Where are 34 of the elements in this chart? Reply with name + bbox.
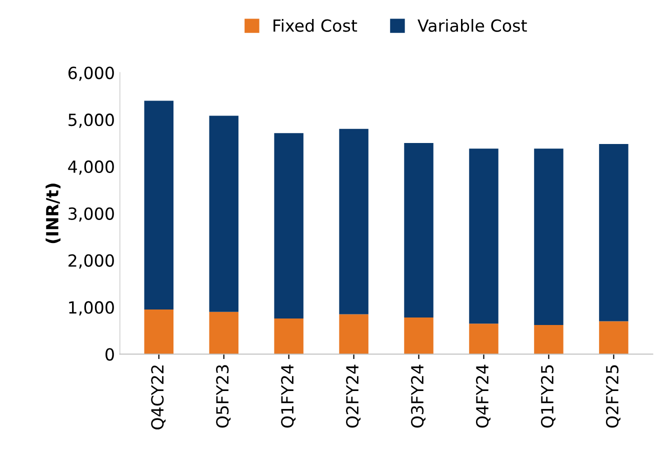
- y-tick-label: 1,000: [69, 301, 114, 316]
- bar: [339, 314, 368, 354]
- bar: [534, 325, 564, 354]
- y-tick-label: 6,000: [68, 66, 114, 81]
- legend-label: Fixed Cost: [274, 18, 358, 32]
- y-tick-label: 3,000: [68, 207, 114, 222]
- x-tick-label: Q2FY24: [346, 364, 361, 428]
- bar: [274, 133, 304, 318]
- bar: [144, 310, 174, 354]
- y-tick-label: 4,000: [68, 160, 114, 175]
- x-tick-label: Q1FY25: [540, 365, 556, 428]
- x-tick-label: Q3FY24: [410, 364, 426, 428]
- bar: [339, 128, 368, 314]
- x-tick-label: Q4CY22: [151, 366, 166, 430]
- bar: [274, 318, 304, 354]
- bar: [599, 321, 628, 354]
- x-tick-label: Q5FY23: [216, 365, 231, 428]
- y-tick-label: 0: [106, 348, 114, 361]
- bar: [209, 312, 238, 354]
- bar: [469, 324, 498, 354]
- x-tick-label: Q4FY24: [476, 364, 490, 428]
- y-tick-label: 2,000: [68, 254, 114, 269]
- y-axis-title: (INR/t): [46, 184, 60, 244]
- y-tick-label: 5,000: [68, 114, 114, 128]
- bar: [469, 148, 498, 324]
- bar: [404, 143, 434, 318]
- x-tick-label: Q1FY24: [281, 364, 296, 428]
- bar: [534, 148, 564, 326]
- legend-label: Variable Cost: [418, 18, 527, 32]
- bar: [144, 100, 174, 310]
- bar: [209, 116, 238, 312]
- bar: [404, 318, 434, 354]
- x-tick-label: Q2FY25: [606, 365, 620, 428]
- bar: [599, 144, 628, 322]
